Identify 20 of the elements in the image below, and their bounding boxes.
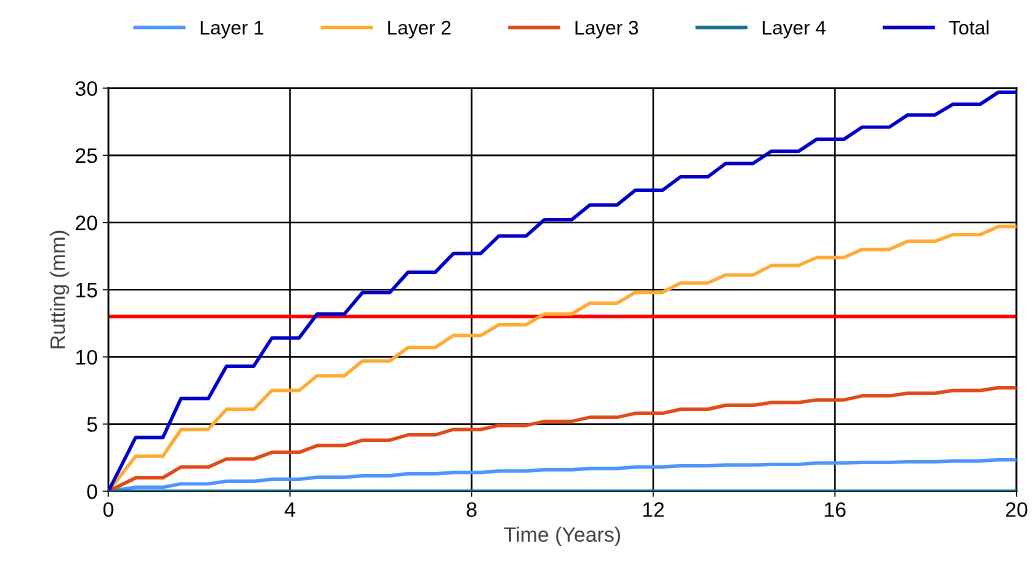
x-tick-label: 12 (643, 502, 664, 517)
x-tick-label: 20 (1005, 502, 1028, 517)
y-tick-label: 5 (87, 417, 98, 432)
y-tick-label: 15 (76, 282, 98, 298)
y-tick-label: 20 (75, 215, 98, 231)
x-tick-label: 4 (284, 502, 296, 517)
legend-label: Layer 1 (200, 21, 264, 39)
x-tick-label: 8 (466, 502, 477, 517)
x-tick-label: 16 (824, 502, 846, 517)
y-tick-label: 30 (75, 81, 98, 96)
legend-label: Layer 4 (762, 21, 826, 39)
x-axis-title: Time (Years) (504, 526, 620, 547)
y-tick-label: 10 (76, 349, 98, 365)
y-tick-label: 0 (87, 484, 98, 500)
legend-label: Total (949, 20, 989, 35)
x-tick-label: 0 (103, 502, 114, 517)
y-axis-title: Rutting (mm) (49, 230, 70, 349)
legend-label: Layer 3 (575, 20, 638, 39)
legend-label: Layer 2 (388, 20, 451, 39)
y-tick-label: 25 (75, 148, 98, 164)
